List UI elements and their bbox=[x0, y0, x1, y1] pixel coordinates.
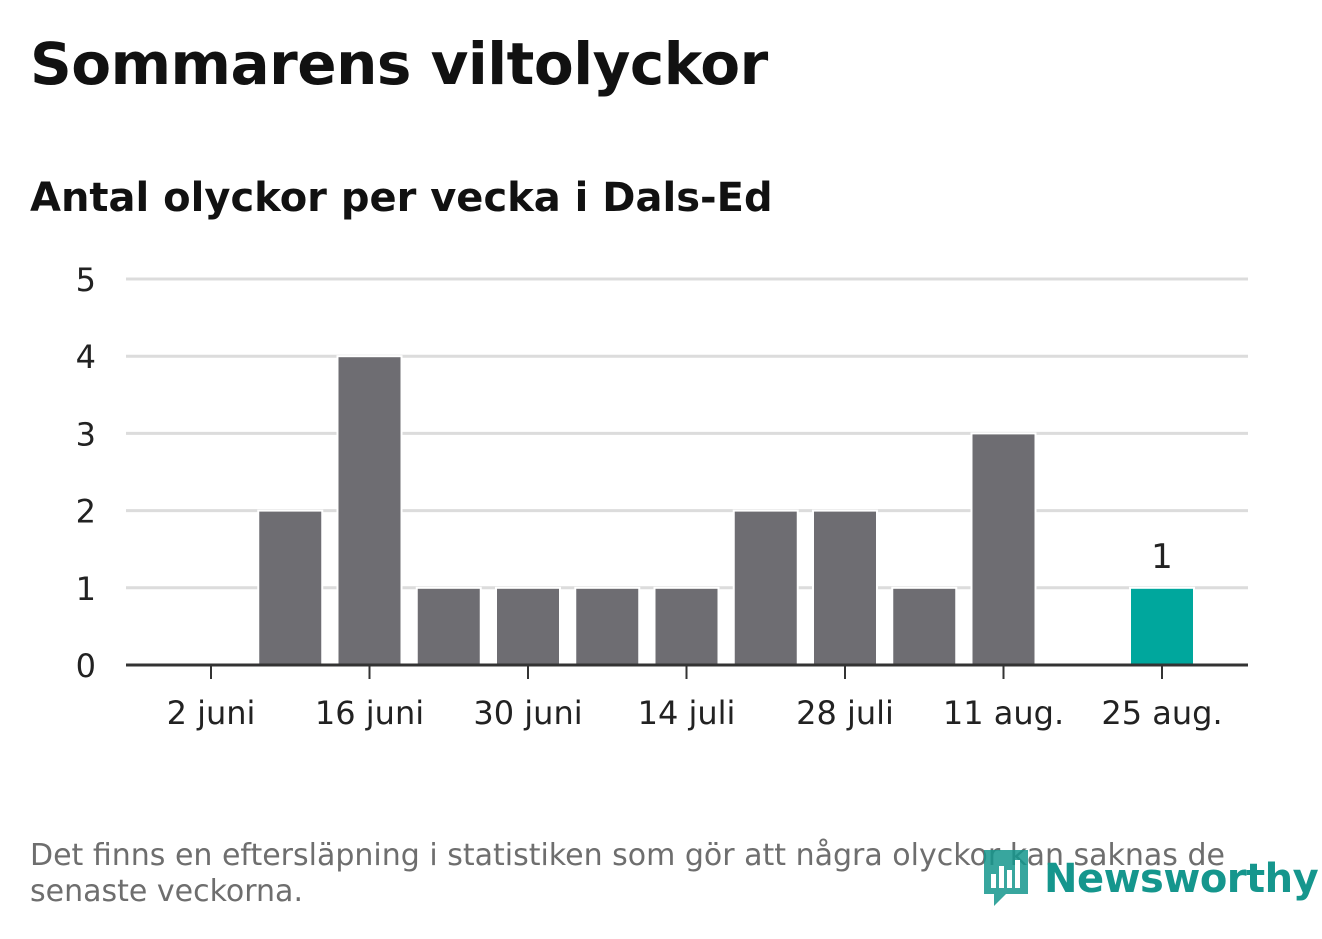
y-tick-label: 0 bbox=[76, 647, 96, 685]
y-tick-label: 4 bbox=[76, 338, 96, 376]
y-tick-label: 2 bbox=[76, 493, 96, 531]
x-tick-label: 25 aug. bbox=[1101, 694, 1222, 732]
bar bbox=[812, 509, 878, 666]
bar bbox=[574, 586, 641, 666]
bar bbox=[732, 509, 799, 666]
bar bbox=[970, 432, 1037, 666]
y-tick-label: 1 bbox=[76, 570, 96, 608]
x-tick-label: 11 aug. bbox=[943, 694, 1064, 732]
x-axis-labels: 2 juni 16 juni 30 juni 14 juli 28 juli 11 aug… bbox=[167, 694, 1223, 732]
bar bbox=[1129, 586, 1195, 666]
x-tick-label: 30 juni bbox=[473, 694, 582, 732]
bar bbox=[257, 509, 324, 666]
bar bbox=[495, 586, 561, 666]
newsworthy-logo: Newsworthy bbox=[980, 848, 1319, 910]
bars bbox=[257, 355, 1195, 666]
brand-name: Newsworthy bbox=[1044, 856, 1319, 902]
y-tick-label: 3 bbox=[76, 415, 96, 453]
x-tick-label: 14 juli bbox=[638, 694, 736, 732]
bar bbox=[653, 586, 720, 666]
chart-subtitle: Antal olyckor per vecka i Dals-Ed bbox=[30, 175, 773, 221]
x-axis bbox=[126, 663, 1248, 679]
chart-title: Sommarens viltolyckor bbox=[30, 30, 768, 98]
data-labels: 1 bbox=[1151, 537, 1173, 577]
y-tick-label: 5 bbox=[76, 261, 96, 299]
bar bbox=[891, 586, 958, 666]
x-tick-label: 28 juli bbox=[796, 694, 894, 732]
bar-chart: 0 1 2 3 4 5 2 juni 16 juni 30 juni 14 juli 28 jul… bbox=[76, 261, 1248, 732]
bar-chart-speech-bubble-icon bbox=[984, 850, 1028, 906]
data-label: 1 bbox=[1151, 537, 1173, 577]
x-tick-label: 16 juni bbox=[315, 694, 424, 732]
bar bbox=[415, 586, 482, 666]
x-tick-label: 2 juni bbox=[167, 694, 256, 732]
bar bbox=[336, 355, 403, 666]
y-axis-labels: 0 1 2 3 4 5 bbox=[76, 261, 96, 685]
